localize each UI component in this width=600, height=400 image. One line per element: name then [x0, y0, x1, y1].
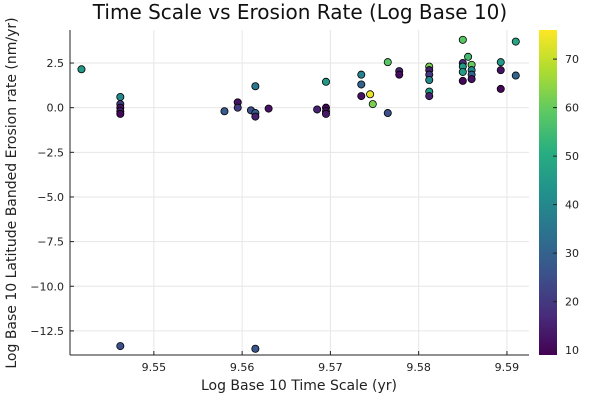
- data-point: [467, 75, 476, 84]
- colorbar-tick-label: 60: [565, 102, 579, 115]
- y-tick-label: −12.5: [30, 325, 64, 338]
- data-point: [511, 37, 520, 46]
- y-tick-label: −10.0: [30, 280, 64, 293]
- data-point: [496, 66, 505, 75]
- colorbar-tick-label: 40: [565, 199, 579, 212]
- data-point: [357, 92, 366, 101]
- data-point: [368, 100, 377, 109]
- data-point: [496, 84, 505, 93]
- data-point: [220, 107, 229, 116]
- data-point: [458, 67, 467, 76]
- data-point: [313, 105, 322, 114]
- data-point: [458, 76, 467, 85]
- colorbar-tick-label: 10: [565, 344, 579, 357]
- data-point: [251, 112, 260, 121]
- data-point: [366, 90, 375, 99]
- colorbar-tick-label: 20: [565, 296, 579, 309]
- x-axis-label: Log Base 10 Time Scale (yr): [201, 378, 397, 394]
- y-tick-label: 2.5: [47, 57, 65, 70]
- data-point: [116, 342, 125, 351]
- colorbar-tick-label: 70: [565, 53, 579, 66]
- data-point: [264, 104, 273, 113]
- data-point: [357, 70, 366, 79]
- x-axis-ticks: 9.55 9.56 9.57 9.58 9.59: [142, 351, 520, 374]
- colorbar-ticks: 10 20 30 40 50 60 70: [553, 53, 579, 357]
- x-tick-label: 9.57: [318, 361, 343, 374]
- data-point: [77, 65, 86, 74]
- data-point: [357, 80, 366, 89]
- data-point: [251, 82, 260, 91]
- colorbar-tick-label: 30: [565, 247, 579, 260]
- y-tick-label: −5.0: [37, 191, 64, 204]
- chart-title: Time Scale vs Erosion Rate (Log Base 10): [92, 0, 507, 24]
- data-point: [251, 344, 260, 353]
- data-points: [77, 35, 520, 353]
- data-point: [116, 92, 125, 101]
- data-point: [425, 76, 434, 85]
- data-point: [425, 92, 434, 101]
- data-point: [496, 58, 505, 67]
- y-tick-label: −7.5: [37, 236, 64, 249]
- data-point: [458, 35, 467, 44]
- x-tick-label: 9.58: [406, 361, 431, 374]
- data-point: [511, 71, 520, 80]
- data-point: [321, 109, 330, 118]
- x-tick-label: 9.59: [495, 361, 520, 374]
- data-point: [383, 109, 392, 118]
- colorbar: [539, 30, 557, 355]
- data-point: [116, 109, 125, 118]
- grid: [70, 30, 529, 355]
- data-point: [383, 58, 392, 67]
- x-tick-label: 9.55: [142, 361, 167, 374]
- colorbar-tick-label: 50: [565, 150, 579, 163]
- data-point: [233, 103, 242, 112]
- data-point: [464, 52, 473, 61]
- y-tick-label: −2.5: [37, 146, 64, 159]
- y-axis-label: Log Base 10 Latitude Banded Erosion rate…: [4, 17, 20, 368]
- x-tick-label: 9.56: [230, 361, 255, 374]
- data-point: [395, 70, 404, 79]
- y-tick-label: 0.0: [47, 102, 65, 115]
- y-axis-ticks: 2.5 0.0 −2.5 −5.0 −7.5 −10.0 −12.5: [30, 57, 74, 338]
- data-point: [321, 77, 330, 86]
